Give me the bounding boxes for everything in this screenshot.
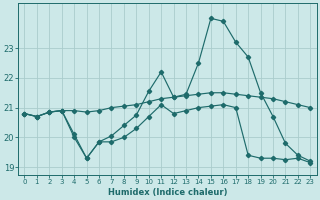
X-axis label: Humidex (Indice chaleur): Humidex (Indice chaleur) — [108, 188, 227, 197]
